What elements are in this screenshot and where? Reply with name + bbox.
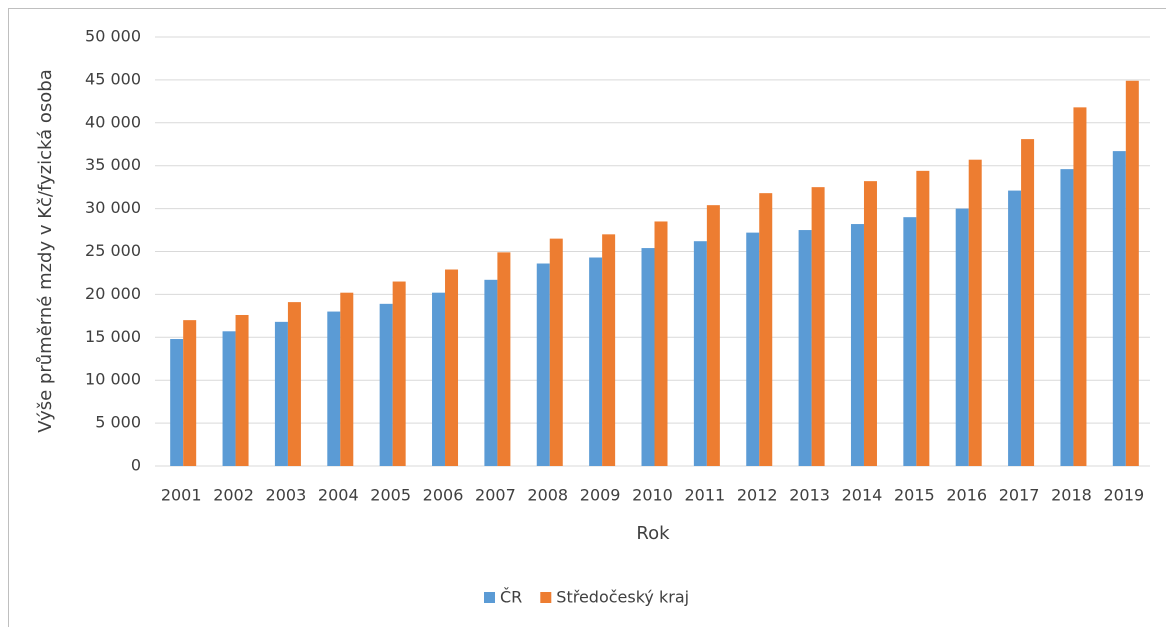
- y-tick-label: 20 000: [85, 284, 141, 303]
- x-tick-label: 2010: [632, 486, 673, 505]
- x-tick-label: 2005: [370, 486, 411, 505]
- y-tick-label: 35 000: [85, 155, 141, 174]
- x-tick-label: 2003: [266, 486, 307, 505]
- bar: [287, 302, 301, 466]
- legend-swatch: [484, 592, 495, 603]
- bar: [340, 292, 354, 466]
- legend-label: Středočeský kraj: [556, 588, 689, 607]
- bar: [1112, 151, 1126, 466]
- bar: [968, 159, 982, 466]
- bar: [536, 263, 550, 466]
- y-tick-label: 50 000: [85, 27, 141, 46]
- y-tick-label: 10 000: [85, 370, 141, 389]
- bar: [811, 187, 825, 466]
- y-tick-label: 15 000: [85, 327, 141, 346]
- x-tick-label: 2002: [213, 486, 254, 505]
- x-tick-label: 2004: [318, 486, 359, 505]
- bar: [746, 232, 760, 466]
- bar: [222, 331, 236, 466]
- bar: [863, 181, 877, 467]
- y-axis-label: Výše průměrné mzdy v Kč/fyzická osoba: [35, 69, 56, 432]
- legend-swatch: [540, 592, 552, 603]
- chart-frame: [8, 8, 1166, 627]
- bar: [641, 248, 655, 466]
- x-tick-label: 2019: [1103, 486, 1144, 505]
- x-tick-label: 2008: [527, 486, 568, 505]
- x-tick-label: 2018: [1051, 486, 1092, 505]
- x-tick-label: 2006: [423, 486, 464, 505]
- x-axis-label: Rok: [636, 523, 670, 544]
- bar: [903, 217, 917, 466]
- bar: [602, 234, 616, 466]
- bar: [1008, 190, 1022, 466]
- x-tick-label: 2017: [999, 486, 1040, 505]
- bar: [274, 321, 288, 466]
- x-tick-label: 2016: [946, 486, 987, 505]
- bar: [706, 205, 720, 466]
- x-tick-label: 2015: [894, 486, 935, 505]
- bar: [1125, 80, 1139, 467]
- bar: [759, 193, 773, 466]
- legend-label: ČR: [500, 588, 522, 607]
- bar: [1060, 169, 1074, 466]
- bar: [955, 208, 969, 466]
- x-tick-label: 2007: [475, 486, 516, 505]
- bar: [589, 257, 603, 466]
- bar: [654, 221, 668, 466]
- bar: [798, 230, 812, 466]
- bar: [183, 320, 197, 466]
- x-tick-label: 2014: [842, 486, 883, 505]
- bar: [327, 311, 341, 466]
- y-tick-label: 40 000: [85, 112, 141, 131]
- bar: [484, 279, 498, 466]
- y-tick-label: 5 000: [95, 413, 141, 432]
- bar: [392, 281, 406, 466]
- bar: [850, 224, 864, 466]
- bar: [1073, 107, 1087, 466]
- bar: [235, 314, 249, 466]
- bar: [379, 303, 393, 466]
- x-tick-label: 2011: [685, 486, 726, 505]
- bar: [497, 252, 511, 466]
- x-tick-label: 2013: [789, 486, 830, 505]
- y-tick-label: 30 000: [85, 198, 141, 217]
- x-tick-label: 2012: [737, 486, 778, 505]
- bar: [432, 292, 446, 466]
- y-tick-label: 0: [131, 456, 141, 475]
- x-tick-label: 2001: [161, 486, 202, 505]
- y-tick-label: 25 000: [85, 241, 141, 260]
- bar: [170, 339, 184, 466]
- bar: [916, 170, 930, 466]
- bar: [549, 238, 563, 466]
- bar: [445, 269, 459, 466]
- bar: [693, 241, 707, 466]
- y-tick-label: 45 000: [85, 69, 141, 88]
- x-tick-label: 2009: [580, 486, 621, 505]
- bar: [1021, 139, 1035, 467]
